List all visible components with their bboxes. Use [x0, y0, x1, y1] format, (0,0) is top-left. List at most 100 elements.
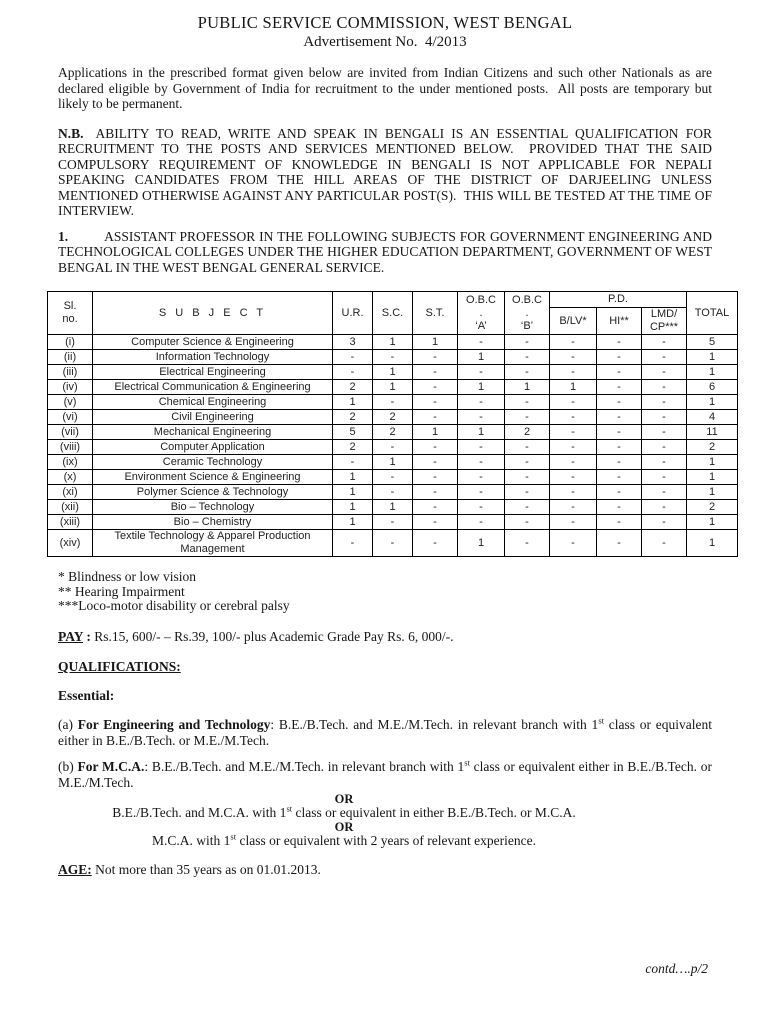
vacancy-count-cell: -: [412, 349, 458, 365]
vacancy-count-cell: 1: [686, 349, 738, 365]
vacancy-count-cell: -: [504, 454, 550, 470]
subject-cell: Computer Science & Engineering: [92, 334, 333, 350]
subject-cell: Mechanical Engineering: [92, 424, 333, 440]
vacancy-count-cell: -: [549, 409, 597, 425]
vacancy-count-cell: -: [596, 379, 642, 395]
or-alternatives-block: OR B.E./B.Tech. and M.C.A. with 1st clas…: [58, 792, 630, 848]
text-run: Not more than 35 years as on 01.01.2013.: [91, 862, 321, 877]
vacancy-count-cell: -: [549, 469, 597, 485]
text-run: ABILITY TO READ, WRITE AND SPEAK IN BENG…: [58, 125, 712, 219]
vacancy-count-cell: 1: [504, 379, 550, 395]
vacancy-count-cell: -: [457, 334, 505, 350]
vacancy-count-cell: 1: [686, 514, 738, 530]
or-separator-1: OR: [334, 792, 354, 806]
vacancy-count-cell: -: [457, 514, 505, 530]
vacancy-count-cell: -: [504, 514, 550, 530]
vacancy-count-cell: -: [641, 454, 687, 470]
vacancy-count-cell: -: [412, 394, 458, 410]
vacancy-count-cell: 1: [372, 379, 413, 395]
vacancy-count-cell: -: [596, 529, 642, 557]
vacancy-count-cell: 5: [332, 424, 373, 440]
vacancy-count-cell: -: [412, 379, 458, 395]
table-row: (viii) Computer Application 2- - - - - - -2: [47, 439, 738, 455]
post-1-paragraph: 1. ASSISTANT PROFESSOR IN THE FOLLOWING S…: [58, 229, 712, 276]
subject-cell: Environment Science & Engineering: [92, 469, 333, 485]
col-header-subject: S U B J E C T: [92, 291, 333, 335]
vacancy-count-cell: 1: [457, 529, 505, 557]
footnote-blindness: * Blindness or low vision: [58, 569, 197, 584]
qualification-b-paragraph: (b) For M.C.A.: B.E./B.Tech. and M.E./M.…: [58, 758, 712, 790]
text-run: Essential:: [58, 687, 115, 703]
vacancy-count-cell: -: [332, 364, 373, 380]
vacancy-count-cell: 1: [457, 349, 505, 365]
vacancy-count-cell: -: [372, 439, 413, 455]
table-row: (iii) Electrical Engineering -1- - - - - -1: [47, 364, 738, 380]
text-run: :: [83, 628, 95, 644]
footnote-hearing: ** Hearing Impairment: [58, 583, 185, 599]
text-run: Rs.15, 600/- – Rs.39, 100/- plus Academi…: [94, 628, 454, 644]
vacancy-count-cell: 1: [549, 379, 597, 395]
table-row: (xii) Bio – Technology 1 1- - - - - -2: [47, 499, 738, 515]
vacancy-count-cell: -: [549, 364, 597, 380]
col-header-sc: S.C.: [372, 291, 413, 335]
age-line: AGE: Not more than 35 years as on 01.01.…: [58, 862, 712, 878]
text-run: For M.C.A.: [77, 759, 145, 774]
vacancy-count-cell: 1: [332, 469, 373, 485]
table-row: (x) Environment Science & Engineering 1- - -…: [47, 469, 738, 485]
vacancy-count-cell: -: [372, 484, 413, 500]
table-row: (v) Chemical Engineering 1- - - - - - -1: [47, 394, 738, 410]
subject-cell: Chemical Engineering: [92, 394, 333, 410]
pay-line: PAY : Rs.15, 600/- – Rs.39, 100/- plus A…: [58, 629, 712, 645]
table-row: (vi) Civil Engineering 2 2- - - - - -4: [47, 409, 738, 425]
text-run: For Engineering and Technology: [77, 717, 271, 732]
vacancy-count-cell: 1: [332, 514, 373, 530]
vacancy-count-cell: -: [332, 349, 373, 365]
text-run: class or equivalent either in B.E./B.Tec…: [58, 717, 713, 748]
vacancy-count-cell: 1: [372, 334, 413, 350]
subject-cell: Civil Engineering: [92, 409, 333, 425]
vacancy-count-cell: -: [549, 514, 597, 530]
serial-cell: (ii): [47, 349, 93, 365]
vacancy-count-cell: -: [457, 409, 505, 425]
table-subheader-row: B/LV* HI** LMD/ CP***: [48, 307, 738, 335]
vacancy-count-cell: -: [641, 439, 687, 455]
col-header-total: TOTAL: [686, 291, 738, 335]
serial-cell: (xiv): [47, 529, 93, 557]
vacancy-count-cell: -: [549, 334, 597, 350]
vacancy-count-cell: 1: [372, 454, 413, 470]
vacancy-count-cell: -: [549, 349, 597, 365]
table-row: (vii) Mechanical Engineering 5 2 1 1 2- - -11: [47, 424, 738, 440]
table-header-row: Sl. no. S U B J E C T U.R. S.C. S.T. O.B…: [47, 291, 738, 335]
serial-cell: (xiii): [47, 514, 93, 530]
table-row: (i) Computer Science & Engineering 3 1 1- - - -…: [47, 334, 738, 350]
vacancy-count-cell: -: [504, 349, 550, 365]
vacancy-count-cell: -: [641, 364, 687, 380]
serial-cell: (x): [47, 469, 93, 485]
col-header-obc-b: O.B.C . ‘B’: [504, 291, 550, 335]
vacancy-count-cell: -: [641, 424, 687, 440]
vacancy-table: Sl. no. S U B J E C T U.R. S.C. S.T. O.B…: [47, 291, 738, 557]
vacancy-count-cell: -: [457, 364, 505, 380]
vacancy-count-cell: -: [596, 394, 642, 410]
vacancy-count-cell: -: [412, 484, 458, 500]
subject-cell: Electrical Communication & Engineering: [92, 379, 333, 395]
or-option-1: B.E./B.Tech. and M.C.A. with 1st class o…: [58, 803, 630, 820]
vacancy-count-cell: -: [596, 469, 642, 485]
vacancy-count-cell: 1: [686, 394, 738, 410]
text-run: st: [286, 803, 293, 814]
text-run: AGE:: [58, 862, 92, 877]
vacancy-count-cell: 2: [372, 409, 413, 425]
nb-paragraph: N.B. ABILITY TO READ, WRITE AND SPEAK IN …: [58, 126, 712, 219]
vacancy-count-cell: -: [372, 514, 413, 530]
vacancy-count-cell: 1: [686, 454, 738, 470]
col-header-st: S.T.: [412, 291, 458, 335]
vacancy-count-cell: -: [457, 499, 505, 515]
col-header-blv: B/LV*: [549, 307, 597, 335]
text-run: class or equivalent either in B.E./B.Tec…: [58, 759, 712, 790]
vacancy-count-cell: 1: [332, 499, 373, 515]
vacancy-count-cell: -: [332, 454, 373, 470]
vacancy-count-cell: -: [596, 409, 642, 425]
vacancy-count-cell: -: [596, 514, 642, 530]
table-row: (xiii) Bio – Chemistry 1- - - - - - -1: [47, 514, 738, 530]
